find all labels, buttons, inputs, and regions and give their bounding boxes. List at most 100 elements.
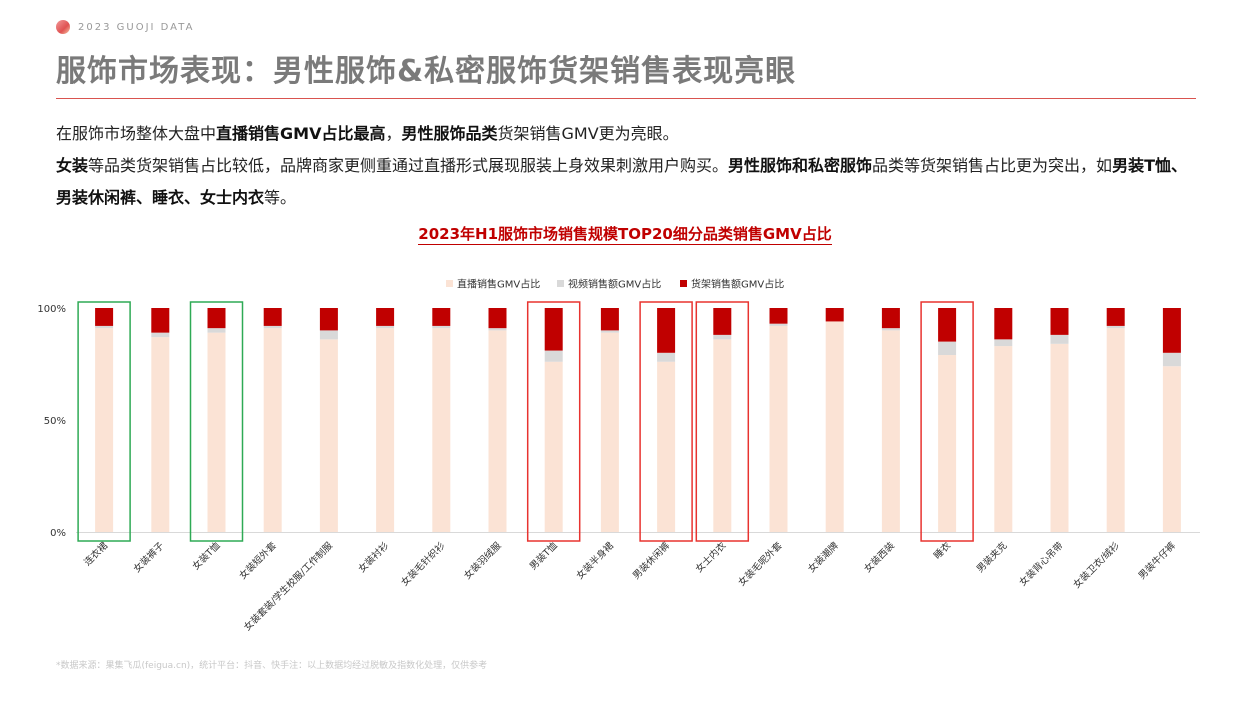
intro-line1-segment: 在服饰市场整体大盘中 (56, 124, 217, 143)
y-tick-label: 0% (50, 528, 66, 539)
x-tick-label: 男装夹克 (974, 539, 1010, 575)
brand-header: 2023 GUOJI DATA (56, 20, 194, 34)
bar-segment (319, 330, 338, 340)
bar-segment (881, 330, 900, 532)
x-tick-label: 男装牛仔裤 (1136, 539, 1178, 581)
bar-segment (1162, 352, 1181, 367)
x-tick-label: 女装毛呢外套 (736, 539, 785, 588)
bar-segment (263, 325, 282, 329)
intro-line2-segment: 女装 (56, 156, 89, 175)
bar-segment (376, 328, 395, 532)
chart-title: 2023年H1服饰市场销售规模TOP20细分品类销售GMV占比 (0, 223, 1250, 245)
bar-segment (769, 325, 788, 532)
x-tick-label: 女装西装 (862, 539, 898, 575)
intro-line1-segment: ， (385, 124, 402, 143)
x-tick-label: 女装半身裙 (574, 539, 616, 581)
bar-segment (207, 328, 226, 333)
bar-segment (1106, 328, 1125, 532)
x-tick-label: 男装T恤 (527, 539, 560, 572)
x-tick-label: 女装衬衫 (356, 539, 392, 575)
bar-segment (769, 323, 788, 326)
bar-segment (488, 330, 507, 532)
bar-segment (994, 346, 1013, 532)
bar-segment (432, 328, 451, 532)
title-divider (56, 98, 1196, 99)
intro-line1-segment: 直播销售GMV占比最高 (216, 124, 386, 143)
bar-segment (544, 308, 563, 351)
x-tick-label: 女士内衣 (693, 539, 729, 575)
bar-segment (151, 308, 170, 333)
legend-swatch (446, 280, 453, 287)
intro-line2-segment: 男装T恤、男装休闲裤、睡衣、女士内衣 (56, 156, 1187, 207)
bar-segment (95, 308, 114, 326)
brand-logo-icon (56, 20, 70, 34)
intro-line1-segment: 男性服饰品类 (401, 124, 498, 143)
bar-segment (376, 325, 395, 329)
y-tick-label: 100% (37, 304, 66, 315)
bar-segment (938, 341, 957, 356)
bar-segment (95, 325, 114, 329)
x-tick-label: 女装潮牌 (805, 539, 841, 575)
highlight-box (77, 301, 131, 542)
bar-segment (432, 325, 451, 329)
bar-segment (263, 308, 282, 326)
intro-line2-segment: 等。 (264, 188, 297, 207)
intro-paragraph-1: 在服饰市场整体大盘中直播销售GMV占比最高，男性服饰品类货架销售GMV更为亮眼。 (56, 118, 1196, 150)
intro-line2-segment: 男性服饰和私密服饰 (728, 156, 873, 175)
highlight-box (639, 301, 693, 542)
bar-segment (1106, 325, 1125, 329)
bar-segment (825, 321, 844, 532)
bar-segment (95, 328, 114, 532)
x-tick-label: 女装羽绒服 (462, 539, 504, 581)
y-tick-label: 50% (44, 416, 66, 427)
bar-segment (938, 355, 957, 532)
intro-paragraph-2: 女装等品类货架销售占比较低，品牌商家更侧重通过直播形式展现服装上身效果刺激用户购… (56, 150, 1196, 214)
x-tick-label: 女装套装/学生校服/工作制服 (241, 539, 335, 633)
x-tick-label: 男装休闲裤 (630, 539, 672, 581)
highlight-box (920, 301, 974, 542)
highlight-box (189, 301, 244, 542)
x-tick-label: 女装毛针织衫 (399, 539, 448, 588)
x-tick-label: 女装裤子 (131, 539, 167, 575)
intro-line2-segment: 等品类货架销售占比较低，品牌商家更侧重通过直播形式展现服装上身效果刺激用户购买。 (88, 156, 729, 175)
bar-segment (544, 350, 563, 362)
bar-segment (600, 308, 619, 331)
bar-segment (376, 308, 395, 326)
highlight-box (526, 301, 581, 542)
legend-label: 视频销售额GMV占比 (568, 278, 661, 291)
bar-segment (600, 332, 619, 532)
x-tick-label: 女装卫衣/绒衫 (1071, 539, 1122, 590)
bar-segment (657, 361, 676, 532)
stacked-bar-chart: 直播销售GMV占比 视频销售额GMV占比 货架销售额GMV占比 0% 50% 100% 连衣… (37, 278, 1200, 633)
bar-segment (432, 308, 451, 326)
bar-segment (713, 339, 732, 532)
x-tick-label: 睡衣 (931, 539, 953, 561)
bar-segment (994, 308, 1013, 340)
bar-segment (151, 337, 170, 532)
brand-text: 2023 GUOJI DATA (78, 21, 195, 33)
x-tick-label: 女装T恤 (190, 539, 223, 572)
bar-segment (207, 308, 226, 329)
bar-segment (1050, 308, 1069, 335)
bar-segment (319, 339, 338, 532)
bar-segment (544, 361, 563, 532)
chart-title-text: 2023年H1服饰市场销售规模TOP20细分品类销售GMV占比 (418, 225, 832, 245)
bar-segment (600, 330, 619, 333)
intro-text: 在服饰市场整体大盘中直播销售GMV占比最高，男性服饰品类货架销售GMV更为亮眼。… (56, 118, 1196, 214)
bar-segment (1050, 334, 1069, 344)
intro-line1-segment: 货架销售GMV更为亮眼。 (497, 124, 679, 143)
bar-segment (881, 328, 900, 331)
bar-segment (488, 308, 507, 329)
bar-segment (938, 308, 957, 342)
bar-segment (1162, 308, 1181, 353)
bar-segment (319, 308, 338, 331)
legend-swatch (680, 280, 687, 287)
x-tick-label: 连衣裙 (82, 539, 111, 568)
bar-segment (151, 332, 170, 338)
bar-segment (1162, 366, 1181, 532)
bar-segment (657, 308, 676, 353)
bar-segment (207, 332, 226, 532)
bar-segment (825, 308, 844, 322)
highlight-box (695, 301, 750, 542)
bar-segment (1106, 308, 1125, 326)
